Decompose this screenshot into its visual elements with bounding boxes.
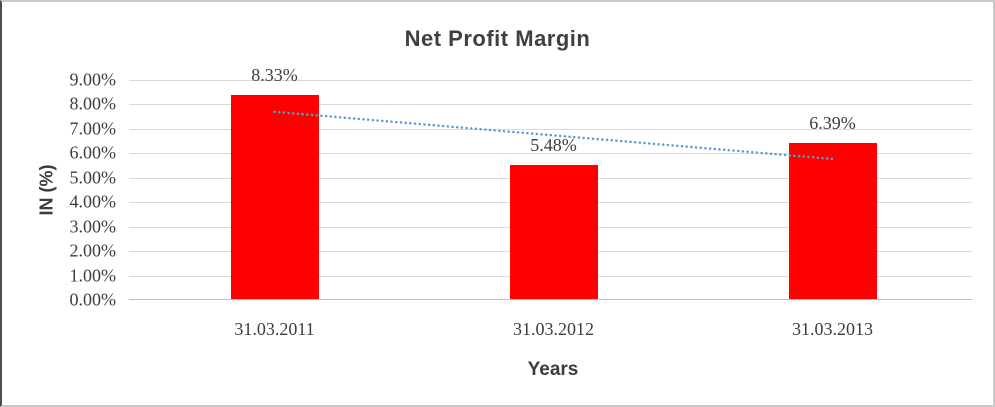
- chart-title: Net Profit Margin: [404, 26, 591, 51]
- y-axis-tick-label: 0.00%: [69, 289, 117, 310]
- bar-31.03.2011: [230, 95, 319, 299]
- gridline: [129, 80, 972, 81]
- bar-data-label: 6.39%: [809, 112, 856, 133]
- y-axis-tick-label: 1.00%: [69, 265, 117, 286]
- gridline: [129, 153, 972, 155]
- plot-area: 8.33% 5.48% 6.39%: [129, 65, 972, 300]
- bar-31.03.2012: [509, 165, 598, 299]
- bar-data-label: 8.33%: [251, 65, 298, 86]
- y-axis-tick-label: 2.00%: [69, 240, 117, 261]
- gridline: [129, 104, 972, 106]
- y-axis-title: IN (%): [36, 164, 57, 216]
- gridline: [129, 128, 972, 130]
- x-axis-tick-label: 31.03.2012: [513, 319, 594, 339]
- y-axis-tick-label: 3.00%: [69, 216, 117, 237]
- x-axis-line: [129, 299, 972, 300]
- y-axis-tick-label: 9.00%: [69, 69, 117, 90]
- y-axis-tick-label: 8.00%: [69, 93, 117, 114]
- trendline: [273, 110, 834, 161]
- x-axis-tick-label: 31.03.2013: [792, 319, 873, 339]
- y-axis-tick-label: 4.00%: [69, 191, 117, 212]
- y-axis-tick-label: 6.00%: [69, 142, 117, 163]
- y-axis-tick-label: 5.00%: [69, 167, 117, 188]
- x-axis-title: Years: [527, 359, 579, 380]
- y-axis-tick-label: 7.00%: [69, 118, 117, 139]
- bar-31.03.2013: [788, 142, 877, 299]
- x-axis-tick-label: 31.03.2011: [234, 319, 315, 339]
- bar-data-label: 5.48%: [530, 135, 577, 156]
